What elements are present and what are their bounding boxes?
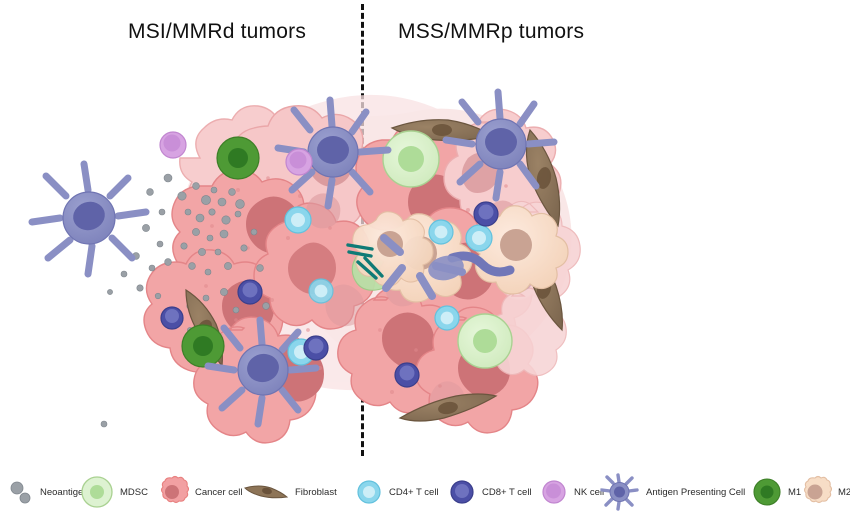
mdsc-icon [382,130,440,188]
apc-group [28,88,558,428]
cancer-cell-icon [160,475,189,504]
fibroblast-icon [525,128,561,228]
cd8-t-cell-group [160,201,499,388]
apc-icon [274,96,392,210]
apc-icon [204,316,320,428]
cd8-t-cell-icon [473,201,499,227]
legend-label-cd8: CD8+ T cell [482,486,532,498]
legend-item-fibroblast: Fibroblast [243,468,337,516]
m2-macrophage-icon [803,475,832,504]
apc-icon [442,88,558,202]
legend-item-mdsc: MDSC [80,468,148,516]
apc-icon [600,473,639,511]
tumor-microenvironment-illustration [28,88,581,444]
mdsc-icon [457,313,513,369]
legend-label-nk: NK cell [574,486,605,498]
mdsc-icon [81,476,113,508]
apc-icon [380,234,515,300]
legend-item-m1: M1 [752,468,801,516]
apc-icon [28,160,150,278]
legend-label-cancer-cell: Cancer cell [195,486,243,498]
antigen-presentation-arrows [346,243,384,280]
cd4-t-cell-icon [284,206,312,234]
neoantigen-cluster [100,173,270,428]
legend-item-apc: Antigen Presenting Cell [600,468,745,516]
fibroblast-icon [244,485,289,499]
cd4-t-cell-icon [357,480,381,504]
legend-item-neoantigen: Neoantigen [8,468,89,516]
legend-label-fibroblast: Fibroblast [295,486,337,498]
cd8-t-cell-icon [237,279,263,305]
nk-cell-icon [542,480,566,504]
cd4-t-cell-icon [465,224,493,252]
cd8-t-cell-icon [450,480,474,504]
legend-item-cancer-cell: Cancer cell [155,468,243,516]
m1-macrophage-group [181,136,260,368]
cd8-t-cell-icon [394,362,420,388]
panel-title-left: MSI/MMRd tumors [128,20,307,43]
legend: Neoantigen MDSC Cancer cell Fibroblast [0,468,850,516]
legend-label-mdsc: MDSC [120,486,148,498]
nk-cell-group [159,131,313,176]
legend-label-cd4: CD4+ T cell [389,486,439,498]
legend-label-apc: Antigen Presenting Cell [646,486,746,498]
legend-item-nk: NK cell [540,468,604,516]
cd4-t-cell-icon [428,219,454,245]
m1-macrophage-icon [216,136,260,180]
cd4-t-cell-icon [434,305,460,331]
legend-item-m2: M2 [798,468,850,516]
nk-cell-icon [285,148,313,176]
m1-macrophage-icon [753,478,781,506]
m1-macrophage-icon [181,324,225,368]
panel-title-right: MSS/MMRp tumors [398,20,585,43]
cd8-t-cell-icon [303,335,329,361]
cd4-t-cell-icon [308,278,334,304]
nk-cell-icon [159,131,187,159]
legend-item-cd4: CD4+ T cell [355,468,439,516]
legend-label-m2: M2 [838,486,850,498]
legend-label-neoantigen: Neoantigen [40,486,89,498]
cd8-t-cell-icon [160,306,184,330]
legend-item-cd8: CD8+ T cell [448,468,532,516]
neoantigen-icon [10,481,31,504]
fibroblast-icon [398,393,498,422]
legend-label-m1: M1 [788,486,802,498]
